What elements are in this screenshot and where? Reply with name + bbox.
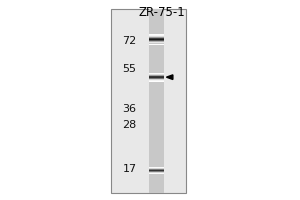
Text: ZR-75-1: ZR-75-1 [139, 6, 185, 19]
Bar [149, 37, 164, 38]
Bar [149, 39, 164, 40]
Bar [149, 78, 164, 79]
Text: 72: 72 [122, 36, 136, 46]
Bar [149, 35, 164, 36]
Bar [149, 40, 164, 41]
Bar [149, 74, 164, 75]
Bar [149, 79, 164, 80]
Bar [111, 9, 186, 193]
Bar [149, 38, 164, 39]
Bar [149, 34, 164, 35]
Bar [149, 9, 164, 193]
Bar [149, 42, 164, 43]
Text: 36: 36 [123, 104, 136, 114]
Text: 17: 17 [122, 164, 136, 174]
Bar [149, 81, 164, 82]
Bar [149, 36, 164, 37]
Text: 55: 55 [123, 64, 136, 74]
Bar [149, 75, 164, 76]
Polygon shape [167, 75, 173, 79]
Bar [149, 41, 164, 42]
Bar [149, 44, 164, 45]
Bar [149, 80, 164, 81]
Bar [149, 73, 164, 74]
Text: 28: 28 [122, 120, 136, 130]
Bar [149, 77, 164, 78]
Bar [149, 76, 164, 77]
